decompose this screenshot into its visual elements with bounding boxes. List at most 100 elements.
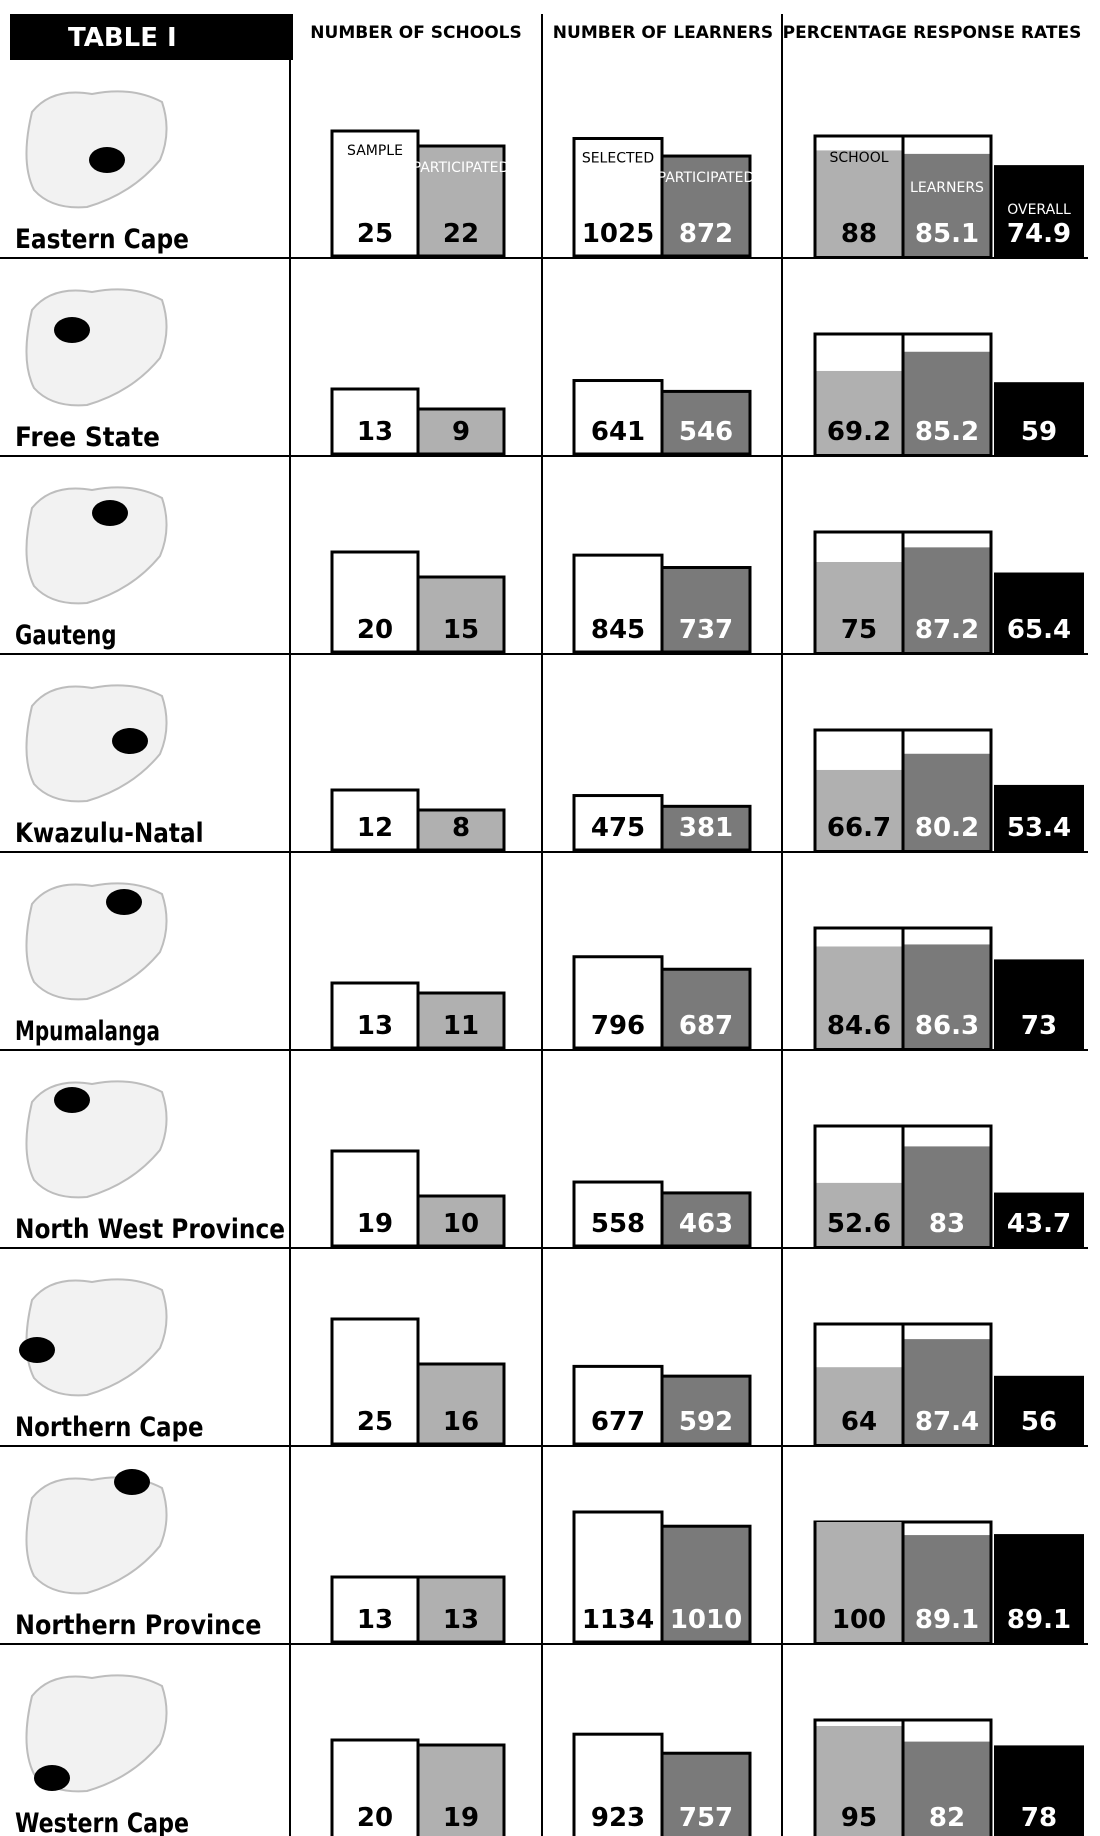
bar-rate-school [816, 1367, 902, 1444]
province-name: Western Cape [15, 1808, 189, 1836]
province-row: Kwazulu-Natal 12 8 475 381 66.7 80.2 53.4 [15, 684, 1084, 852]
label-learners-participated: 592 [679, 1407, 733, 1437]
bar-learners-selected [572, 1364, 664, 1446]
series-label-sample: SAMPLE [347, 143, 403, 159]
label-learners-selected: 845 [591, 615, 645, 645]
bar-rate-overall [994, 572, 1084, 654]
bar-learners-participated [660, 1374, 752, 1446]
series-label-selected: SELECTED [582, 150, 654, 166]
bar-schools-sample [330, 387, 420, 456]
label-rate-school: 52.6 [827, 1209, 891, 1239]
province-highlight [114, 1469, 150, 1495]
bar-schools-participated [416, 144, 506, 258]
title-box [10, 14, 293, 60]
province-highlight [112, 728, 148, 754]
label-schools-participated: 13 [443, 1605, 479, 1635]
bar-rate-learners [904, 547, 990, 652]
label-rate-school: 64 [841, 1407, 877, 1437]
province-row: North West Province 19 10 558 463 52.6 83 43.7 [15, 1080, 1084, 1248]
bar-learners-participated [660, 1524, 752, 1644]
label-learners-selected: 1025 [582, 219, 654, 249]
province-name: Mpumalanga [15, 1016, 160, 1047]
bar-learners-participated [660, 566, 752, 654]
bar-schools-participated [416, 1575, 506, 1644]
label-rate-overall: 73 [1021, 1011, 1057, 1041]
bar-learners-participated [660, 389, 752, 456]
label-rate-overall: 56 [1021, 1407, 1057, 1437]
label-rate-overall: 74.9 [1007, 219, 1071, 249]
province-name: Northern Cape [15, 1412, 204, 1443]
province-row: Eastern Cape 25 22 1025 872 88 85.1 74.9 SAMPLE P… [15, 90, 1084, 258]
map-outline [25, 1080, 168, 1199]
series-label-schools-participated: PARTICIPATED [413, 160, 510, 176]
label-schools-participated: 8 [452, 813, 470, 843]
bar-rate-school [816, 1522, 902, 1642]
bar-rate-overall [994, 784, 1084, 851]
label-rate-overall: 78 [1021, 1803, 1057, 1833]
province-name: Northern Province [15, 1610, 262, 1641]
label-schools-participated: 11 [443, 1011, 479, 1041]
bar-learners-selected [572, 1732, 664, 1836]
map-outline [25, 486, 168, 605]
south-africa-map-icon [25, 882, 168, 1001]
bar-rate-learners [904, 153, 990, 256]
south-africa-map-icon [25, 288, 168, 407]
bar-schools-sample [330, 550, 420, 654]
map-outline [25, 1674, 168, 1793]
bar-rate-learners [904, 1535, 990, 1642]
bar-learners-selected [572, 553, 664, 654]
label-rate-school: 66.7 [827, 813, 891, 843]
label-rate-learners: 80.2 [915, 813, 979, 843]
label-rate-school: 100 [832, 1605, 886, 1635]
south-africa-map-icon [19, 1278, 168, 1397]
series-label-learners-participated: PARTICIPATED [658, 170, 755, 186]
south-africa-map-icon [25, 90, 168, 209]
label-rate-learners: 83 [929, 1209, 965, 1239]
bar-rate-overall [994, 165, 1084, 257]
map-outline [25, 1476, 168, 1595]
map-outline [25, 882, 168, 1001]
bar-learners-participated [660, 154, 752, 258]
label-schools-participated: 22 [443, 219, 479, 249]
south-africa-map-icon [25, 1674, 168, 1793]
bar-rate-overall [994, 1192, 1084, 1248]
label-schools-participated: 10 [443, 1209, 479, 1239]
south-africa-map-icon [25, 684, 168, 803]
bar-rate-school [816, 562, 902, 652]
bar-schools-sample [330, 1575, 420, 1644]
series-label-school: SCHOOL [829, 150, 888, 166]
province-highlight [54, 1087, 90, 1113]
map-outline [25, 684, 168, 803]
label-schools-sample: 13 [357, 417, 393, 447]
label-learners-selected: 796 [591, 1011, 645, 1041]
label-learners-selected: 677 [591, 1407, 645, 1437]
bar-schools-participated [416, 1743, 506, 1836]
map-outline [25, 288, 168, 407]
province-highlight [19, 1337, 55, 1363]
bar-schools-participated [416, 991, 506, 1050]
label-learners-participated: 546 [679, 417, 733, 447]
bar-schools-participated [416, 575, 506, 654]
table-grid [0, 14, 1088, 1836]
label-rate-school: 95 [841, 1803, 877, 1833]
province-name: Free State [15, 422, 160, 453]
bar-rate-school [816, 769, 902, 850]
label-rate-school: 84.6 [827, 1011, 891, 1041]
bar-rate-learners [904, 1339, 990, 1444]
bar-rate-school [816, 946, 902, 1048]
label-learners-participated: 737 [679, 615, 733, 645]
south-africa-map-icon [25, 1080, 168, 1199]
province-name: Gauteng [15, 620, 117, 651]
series-label-overall: OVERALL [1007, 202, 1071, 218]
bar-schools-sample [330, 1738, 420, 1836]
bar-schools-participated [416, 808, 506, 852]
label-learners-participated: 757 [679, 1803, 733, 1833]
label-schools-sample: 13 [357, 1011, 393, 1041]
bar-learners-participated [660, 1751, 752, 1836]
label-schools-sample: 13 [357, 1605, 393, 1635]
bar-rate-overall [994, 382, 1084, 456]
label-rate-learners: 87.4 [915, 1407, 979, 1437]
province-row: Free State 13 9 641 546 69.2 85.2 59 [15, 288, 1084, 456]
province-row: Mpumalanga 13 11 796 687 84.6 86.3 73 [15, 882, 1084, 1050]
bar-rate-overall [994, 1534, 1084, 1643]
